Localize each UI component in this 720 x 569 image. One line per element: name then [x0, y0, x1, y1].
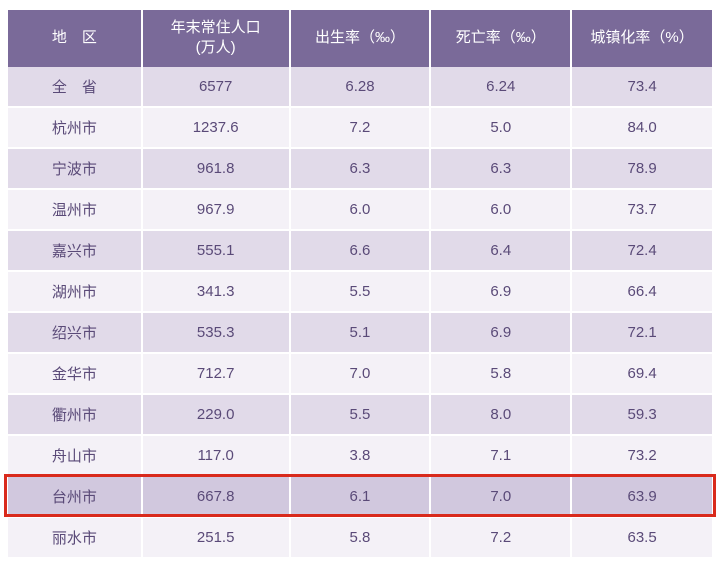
- cell-population: 535.3: [142, 312, 290, 353]
- table-row: 绍兴市535.35.16.972.1: [8, 312, 712, 353]
- population-table-wrap: 地 区 年末常住人口(万人) 出生率（‰） 死亡率（‰） 城镇化率（%） 全 省…: [8, 10, 712, 559]
- population-table: 地 区 年末常住人口(万人) 出生率（‰） 死亡率（‰） 城镇化率（%） 全 省…: [8, 10, 712, 559]
- cell-population: 555.1: [142, 230, 290, 271]
- cell-death: 8.0: [430, 394, 571, 435]
- cell-birth: 6.0: [290, 189, 431, 230]
- table-header: 地 区 年末常住人口(万人) 出生率（‰） 死亡率（‰） 城镇化率（%）: [8, 10, 712, 67]
- header-region: 地 区: [8, 10, 142, 67]
- cell-population: 251.5: [142, 517, 290, 558]
- table-row: 温州市967.96.06.073.7: [8, 189, 712, 230]
- cell-region: 湖州市: [8, 271, 142, 312]
- header-death-rate: 死亡率（‰）: [430, 10, 571, 67]
- cell-death: 6.9: [430, 312, 571, 353]
- cell-death: 5.8: [430, 353, 571, 394]
- cell-population: 967.9: [142, 189, 290, 230]
- cell-region: 温州市: [8, 189, 142, 230]
- cell-region: 丽水市: [8, 517, 142, 558]
- table-row: 湖州市341.35.56.966.4: [8, 271, 712, 312]
- cell-urban: 72.1: [571, 312, 712, 353]
- table-row: 衢州市229.05.58.059.3: [8, 394, 712, 435]
- cell-birth: 6.1: [290, 476, 431, 517]
- cell-death: 6.3: [430, 148, 571, 189]
- cell-birth: 5.5: [290, 271, 431, 312]
- cell-population: 6577: [142, 67, 290, 107]
- cell-population: 341.3: [142, 271, 290, 312]
- cell-urban: 84.0: [571, 107, 712, 148]
- cell-population: 1237.6: [142, 107, 290, 148]
- cell-population: 961.8: [142, 148, 290, 189]
- table-row: 金华市712.77.05.869.4: [8, 353, 712, 394]
- cell-urban: 66.4: [571, 271, 712, 312]
- header-urbanization: 城镇化率（%）: [571, 10, 712, 67]
- cell-death: 7.0: [430, 476, 571, 517]
- cell-region: 全 省: [8, 67, 142, 107]
- table-row: 宁波市961.86.36.378.9: [8, 148, 712, 189]
- header-birth-rate: 出生率（‰）: [290, 10, 431, 67]
- cell-urban: 63.9: [571, 476, 712, 517]
- table-row: 丽水市251.55.87.263.5: [8, 517, 712, 558]
- cell-death: 6.0: [430, 189, 571, 230]
- cell-region: 台州市: [8, 476, 142, 517]
- cell-birth: 3.8: [290, 435, 431, 476]
- cell-urban: 73.7: [571, 189, 712, 230]
- cell-urban: 72.4: [571, 230, 712, 271]
- cell-region: 衢州市: [8, 394, 142, 435]
- cell-region: 舟山市: [8, 435, 142, 476]
- cell-population: 117.0: [142, 435, 290, 476]
- cell-birth: 7.2: [290, 107, 431, 148]
- cell-population: 229.0: [142, 394, 290, 435]
- cell-urban: 73.2: [571, 435, 712, 476]
- cell-death: 6.4: [430, 230, 571, 271]
- cell-urban: 73.4: [571, 67, 712, 107]
- cell-region: 宁波市: [8, 148, 142, 189]
- cell-urban: 63.5: [571, 517, 712, 558]
- table-row: 嘉兴市555.16.66.472.4: [8, 230, 712, 271]
- table-row: 台州市667.86.17.063.9: [8, 476, 712, 517]
- header-population: 年末常住人口(万人): [142, 10, 290, 67]
- cell-birth: 5.1: [290, 312, 431, 353]
- cell-birth: 6.6: [290, 230, 431, 271]
- cell-birth: 5.5: [290, 394, 431, 435]
- cell-region: 绍兴市: [8, 312, 142, 353]
- cell-birth: 6.3: [290, 148, 431, 189]
- table-row: 全 省65776.286.2473.4: [8, 67, 712, 107]
- cell-population: 667.8: [142, 476, 290, 517]
- cell-population: 712.7: [142, 353, 290, 394]
- cell-region: 嘉兴市: [8, 230, 142, 271]
- cell-region: 杭州市: [8, 107, 142, 148]
- cell-birth: 7.0: [290, 353, 431, 394]
- cell-birth: 5.8: [290, 517, 431, 558]
- cell-urban: 78.9: [571, 148, 712, 189]
- table-row: 舟山市117.03.87.173.2: [8, 435, 712, 476]
- cell-death: 7.2: [430, 517, 571, 558]
- cell-urban: 59.3: [571, 394, 712, 435]
- cell-urban: 69.4: [571, 353, 712, 394]
- cell-death: 6.9: [430, 271, 571, 312]
- table-row: 杭州市1237.67.25.084.0: [8, 107, 712, 148]
- cell-birth: 6.28: [290, 67, 431, 107]
- cell-death: 7.1: [430, 435, 571, 476]
- cell-death: 5.0: [430, 107, 571, 148]
- cell-death: 6.24: [430, 67, 571, 107]
- table-body: 全 省65776.286.2473.4杭州市1237.67.25.084.0宁波…: [8, 67, 712, 558]
- cell-region: 金华市: [8, 353, 142, 394]
